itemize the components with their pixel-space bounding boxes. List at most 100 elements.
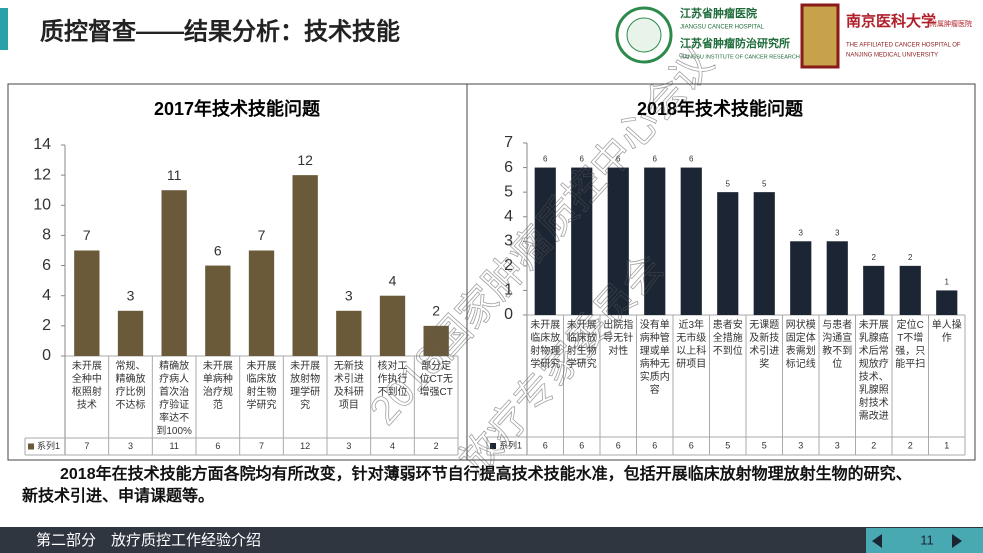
data-label: 3	[835, 228, 840, 237]
category-cell: 部分定位CT无增强CT	[419, 361, 453, 398]
table-value: 6	[689, 440, 694, 450]
x-tick-label: 核对工作执行不到位	[377, 361, 408, 398]
table-value: 2	[871, 440, 876, 450]
table-value: 6	[616, 440, 621, 450]
table-value: 3	[835, 440, 840, 450]
bar	[571, 167, 593, 315]
table-value: 7	[259, 441, 264, 451]
category-cell: 未开展临床放射生物学研究	[246, 361, 277, 411]
y-tick-label: 6	[504, 159, 513, 176]
bar	[379, 295, 406, 356]
table-value: 5	[762, 440, 767, 450]
logo-text: JIANGSU INSTITUTE OF CANCER RESEARCH	[680, 54, 800, 60]
table-value: 6	[543, 440, 548, 450]
logo-emblem	[800, 3, 840, 69]
data-label: 12	[297, 152, 313, 168]
table-value: 12	[300, 441, 310, 451]
logo-text: 附属肿瘤医院	[930, 19, 972, 28]
bar	[899, 265, 921, 315]
data-label: 2	[908, 253, 913, 262]
x-tick-label: 近3年无市级以上科研项目	[676, 320, 707, 370]
table-value: 2	[434, 441, 439, 451]
x-tick-label: 患者安全措施不到位	[712, 320, 743, 357]
table-value: 3	[346, 441, 351, 451]
category-cell: 未开展放射物理学研究	[290, 361, 321, 411]
table-value: 6	[652, 440, 657, 450]
y-tick-label: 6	[42, 257, 51, 274]
table-value: 3	[798, 440, 803, 450]
bar	[336, 310, 362, 356]
data-label: 6	[580, 155, 585, 164]
table-value: 7	[84, 441, 89, 451]
category-cell: 无新技术引进及科研项目	[334, 361, 364, 411]
x-tick-label: 单人操作	[931, 320, 962, 344]
page-box	[866, 528, 983, 553]
chart-title: 2018年技术技能问题	[637, 98, 804, 119]
x-tick-label: 未开展临床放射生物学研究	[246, 361, 277, 411]
y-tick-label: 5	[504, 183, 513, 200]
category-cell: 精确放疗病人首次治疗验证率达不到100%	[156, 361, 192, 436]
legend-swatch	[490, 443, 496, 449]
legend-label: 系列1	[37, 440, 60, 451]
next-arrow[interactable]	[952, 534, 962, 548]
data-label: 4	[389, 272, 397, 288]
x-tick-label: 精确放疗病人首次治疗验证率达不到100%	[156, 361, 192, 436]
x-tick-label: 定位CT不增强，只能平扫	[895, 320, 926, 370]
footer-section: 第二部分 放疗质控工作经验介绍	[36, 531, 261, 549]
x-tick-label: 部分定位CT无增强CT	[419, 361, 453, 398]
category-cell: 无课题及新技术引进奖	[749, 320, 780, 370]
category-cell: 定位CT不增强，只能平扫	[895, 320, 926, 370]
x-tick-label: 未开展临床放射物理学研究	[530, 320, 561, 370]
bar	[161, 190, 187, 356]
table-value: 6	[579, 440, 584, 450]
data-label: 6	[214, 242, 222, 258]
prev-arrow[interactable]	[872, 534, 882, 548]
category-cell: 没有单病种管理或单病种无实质内容	[640, 320, 670, 396]
bar	[534, 167, 556, 315]
data-label: 11	[167, 167, 182, 183]
bar	[717, 192, 739, 315]
title-accent	[0, 8, 8, 50]
bar	[423, 325, 449, 356]
data-label: 2	[432, 303, 440, 319]
logo-text: THE AFFILIATED CANCER HOSPITAL OF	[846, 43, 961, 49]
y-tick-label: 4	[42, 287, 51, 304]
legend-swatch	[28, 443, 34, 450]
bar	[863, 265, 885, 315]
data-label: 5	[762, 179, 767, 188]
category-cell: 常规、精确放疗比例不达标	[115, 361, 145, 411]
y-tick-label: 0	[504, 306, 513, 323]
x-tick-label: 无课题及新技术引进奖	[749, 320, 780, 370]
data-label: 6	[543, 155, 548, 164]
x-tick-label: 未开展乳腺癌术后常规放疗技术、乳腺照射技术需改进	[858, 320, 889, 422]
bar	[644, 167, 666, 315]
category-cell: 出院指导无针对性	[603, 320, 633, 357]
logo-text: JIANGSU CANCER HOSPITAL	[680, 25, 765, 31]
y-tick-label: 3	[504, 233, 513, 250]
y-tick-label: 10	[33, 197, 51, 214]
y-tick-label: 8	[42, 227, 51, 244]
data-label: 7	[83, 227, 91, 243]
category-cell: 与患者沟通宣教不到位	[822, 320, 852, 370]
category-cell: 核对工作执行不到位	[377, 361, 408, 398]
x-tick-label: 未开展临床放射生物学研究	[566, 320, 597, 370]
chart-title: 2017年技术技能问题	[154, 98, 321, 119]
y-tick-label: 2	[42, 317, 51, 334]
category-cell: 近3年无市级以上科研项目	[676, 320, 707, 370]
data-label: 3	[345, 287, 353, 303]
legend-label: 系列1	[499, 439, 522, 450]
data-label: 3	[799, 228, 804, 237]
y-tick-label: 0	[42, 347, 51, 364]
y-tick-label: 2	[504, 257, 513, 274]
category-cell: 未开展临床放射生物学研究	[566, 320, 597, 370]
x-tick-label: 未开展单病种治疗规范	[202, 361, 233, 411]
data-label: 2	[872, 253, 877, 262]
x-tick-label: 未开展放射物理学研究	[290, 361, 321, 411]
bar	[790, 241, 812, 315]
logo-text: NANJING MEDICAL UNIVERSITY	[846, 53, 938, 59]
category-cell: 未开展单病种治疗规范	[202, 361, 233, 411]
bar	[117, 310, 144, 356]
y-tick-label: 4	[504, 208, 513, 225]
page-number: 11	[920, 532, 934, 547]
